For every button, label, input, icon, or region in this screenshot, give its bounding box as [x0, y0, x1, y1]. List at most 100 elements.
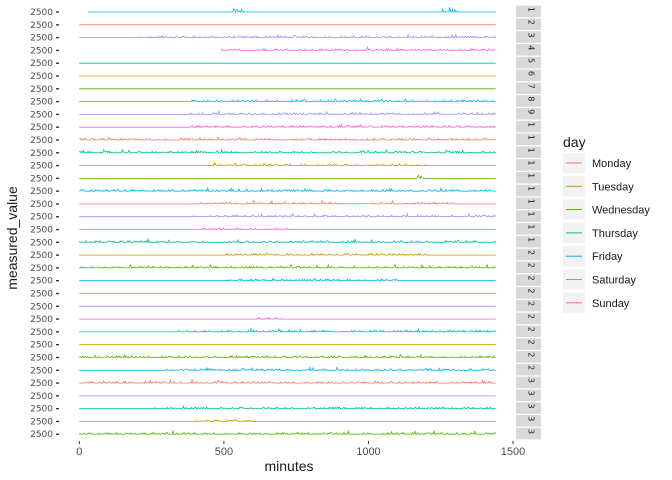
facet-strip-5: 5 [516, 56, 541, 69]
facet-strip-3: 3 [516, 31, 541, 43]
series-line-friday [79, 277, 496, 282]
series-line-saturday [79, 109, 496, 116]
series-line-saturday [79, 33, 497, 39]
strip-background [516, 69, 541, 82]
y-tick-label: 2500 [30, 417, 53, 427]
strip-background [516, 274, 541, 286]
strip-label: 2 [527, 20, 536, 25]
panel-25 [79, 316, 496, 320]
y-tick-label: 2500 [30, 430, 53, 440]
strip-background [516, 402, 541, 414]
legend-label: Tuesday [592, 181, 634, 193]
y-tick-label: 2500 [30, 405, 53, 415]
strip-label: 7 [527, 84, 536, 89]
strip-background [516, 197, 541, 210]
facet-strip-7: 7 [516, 82, 541, 94]
panel-18 [79, 227, 496, 231]
facet-strip-25: 2 [516, 312, 541, 325]
y-tick-label: 2500 [30, 277, 53, 287]
series-line-tuesday [79, 252, 496, 256]
facet-strip-10: 1 [516, 120, 541, 133]
strip-background [516, 415, 541, 427]
strip-label: 1 [527, 224, 536, 229]
strip-label: 3 [527, 32, 536, 37]
panel-32 [79, 405, 496, 410]
y-tick-label: 2500 [30, 302, 53, 312]
strip-label: 2 [527, 250, 536, 255]
panel-16 [79, 199, 496, 205]
facet-strip-27: 2 [516, 338, 541, 350]
panel-15 [79, 186, 496, 193]
strip-background [516, 261, 541, 274]
y-tick-label: 2500 [30, 98, 53, 108]
strip-label: 1 [527, 186, 536, 191]
strip-label: 2 [527, 339, 536, 344]
strip-background [516, 82, 541, 94]
facet-strip-28: 2 [516, 351, 541, 363]
y-tick-label: 2500 [30, 21, 53, 31]
legend-label: Monday [592, 158, 632, 170]
strip-background [516, 146, 541, 158]
panel-11 [79, 135, 496, 141]
y-tick-label: 2500 [30, 366, 53, 376]
facet-strip-6: 6 [516, 69, 541, 82]
facet-strip-12: 1 [516, 146, 541, 158]
strip-background [516, 235, 541, 248]
series-line-monday [79, 199, 496, 205]
y-tick-label: 2500 [30, 264, 53, 274]
series-line-wednesday [79, 429, 497, 435]
strip-background [516, 107, 541, 120]
panel-4 [220, 46, 496, 52]
panel-21 [79, 263, 497, 269]
facet-strip-17: 1 [516, 210, 541, 222]
panel-8 [79, 98, 496, 103]
series-line-thursday [79, 405, 496, 410]
strip-label: 5 [527, 58, 536, 63]
y-tick-label: 2500 [30, 238, 53, 248]
legend-label: Saturday [592, 275, 637, 287]
panels-layer [78, 7, 497, 435]
strip-background [516, 351, 541, 363]
strip-background [516, 43, 541, 56]
panel-29 [79, 366, 496, 372]
strip-label: 2 [527, 276, 536, 281]
series-line-friday [88, 7, 496, 14]
facet-strip-33: 3 [516, 415, 541, 427]
y-tick-label: 2500 [30, 392, 53, 402]
series-line-saturday [79, 212, 497, 218]
strip-background [516, 376, 541, 389]
facet-strip-2: 2 [516, 18, 541, 30]
strip-label: 3 [527, 416, 536, 421]
facet-strip-16: 1 [516, 197, 541, 210]
strip-label: 4 [527, 45, 536, 50]
strip-background [516, 120, 541, 133]
strip-background [516, 133, 541, 146]
strip-background [516, 210, 541, 222]
strip-background [516, 56, 541, 69]
legend-entry-sunday: Sunday [563, 292, 630, 313]
facet-strip-22: 2 [516, 274, 541, 286]
series-line-sunday [79, 122, 496, 129]
facet-strip-4: 4 [516, 43, 541, 56]
strip-label: 1 [527, 122, 536, 127]
facet-strip-1: 1 [516, 5, 541, 18]
panel-28 [79, 353, 496, 359]
y-tick-label: 2500 [30, 315, 53, 325]
strip-background [516, 31, 541, 43]
strip-label: 1 [527, 7, 536, 12]
y-tick-label: 2500 [30, 328, 53, 338]
legend-label: Thursday [592, 228, 638, 240]
facet-strip-34: 3 [516, 427, 541, 440]
x-axis: 0 500 1000 1500 [76, 441, 525, 458]
strip-label: 2 [527, 301, 536, 306]
strip-background [516, 248, 541, 261]
strip-label: 1 [527, 199, 536, 204]
strip-label: 3 [527, 403, 536, 408]
strip-label: 1 [527, 148, 536, 153]
y-tick-label: 2500 [30, 251, 53, 261]
strip-label: 8 [527, 96, 536, 101]
x-tick-label: 500 [215, 446, 233, 458]
strip-background [516, 184, 541, 197]
strip-background [516, 171, 541, 184]
